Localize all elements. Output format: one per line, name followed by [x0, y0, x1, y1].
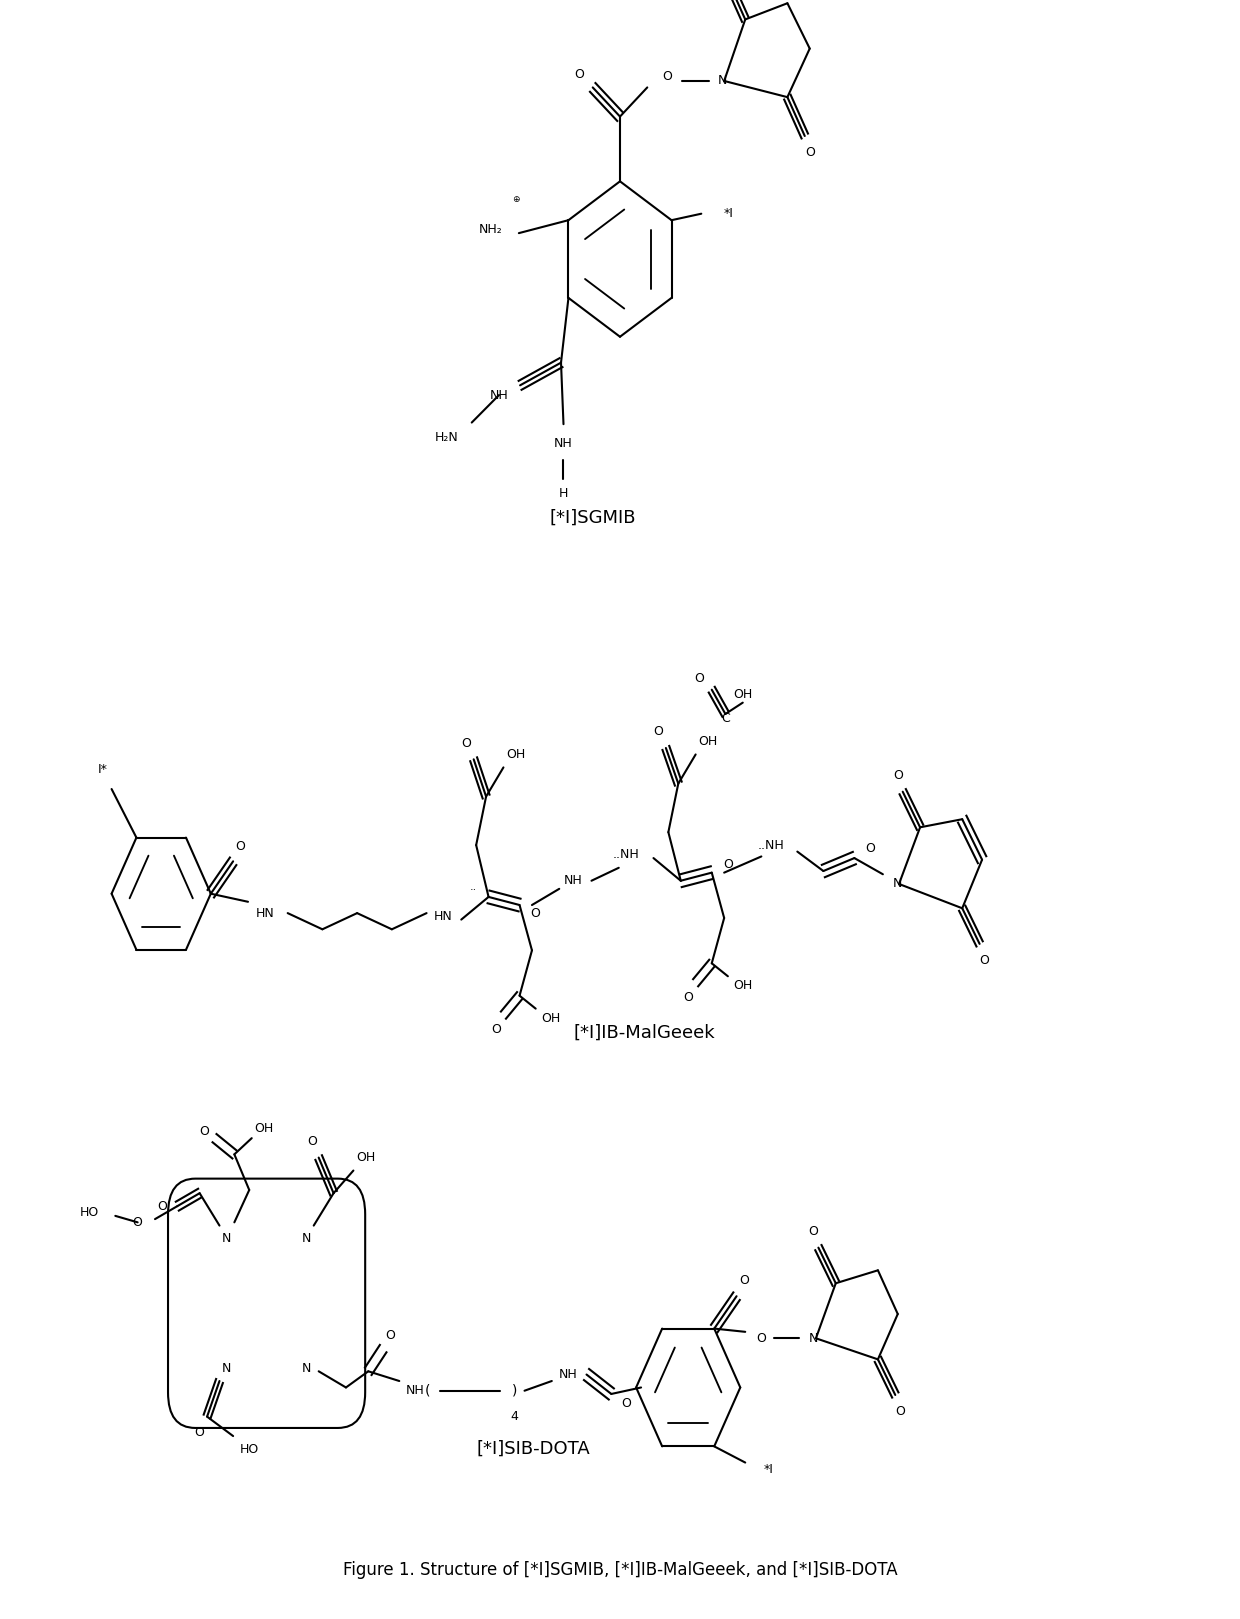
Text: ··: ·· — [470, 886, 477, 895]
Text: O: O — [683, 991, 693, 1004]
Text: O: O — [653, 725, 663, 738]
Text: Figure 1. Structure of [*I]SGMIB, [*I]IB-MalGeeek, and [*I]SIB-DOTA: Figure 1. Structure of [*I]SGMIB, [*I]IB… — [342, 1561, 898, 1580]
Text: *I: *I — [764, 1462, 774, 1475]
Text: O: O — [574, 68, 584, 81]
Text: N: N — [718, 74, 728, 87]
Text: O: O — [236, 840, 246, 853]
Text: O: O — [805, 146, 815, 159]
Text: HN: HN — [433, 910, 453, 923]
Text: ⊕: ⊕ — [512, 194, 520, 204]
Text: O: O — [195, 1426, 205, 1439]
Text: O: O — [895, 1405, 905, 1418]
Text: O: O — [386, 1329, 396, 1342]
Text: NH: NH — [558, 1368, 578, 1381]
Text: (: ( — [425, 1384, 430, 1397]
Text: O: O — [723, 858, 733, 871]
Text: O: O — [662, 70, 672, 83]
Text: O: O — [200, 1125, 210, 1138]
Text: NH: NH — [554, 437, 573, 450]
Text: HO: HO — [79, 1206, 99, 1219]
Text: *I: *I — [724, 207, 734, 220]
Text: OH: OH — [356, 1151, 376, 1164]
Text: O: O — [694, 672, 704, 685]
Text: O: O — [756, 1332, 766, 1345]
Text: O: O — [133, 1216, 143, 1229]
Text: O: O — [621, 1397, 631, 1410]
Text: O: O — [531, 907, 541, 920]
Text: O: O — [739, 1274, 749, 1287]
Text: OH: OH — [733, 688, 753, 701]
Text: OH: OH — [733, 979, 753, 992]
Text: O: O — [308, 1135, 317, 1148]
Text: O: O — [157, 1200, 167, 1213]
Text: O: O — [808, 1226, 818, 1239]
Text: N: N — [222, 1362, 232, 1375]
Text: HO: HO — [239, 1443, 259, 1455]
Text: OH: OH — [698, 735, 718, 748]
Text: [*I]IB-MalGeeek: [*I]IB-MalGeeek — [574, 1023, 715, 1043]
Text: NH: NH — [405, 1384, 425, 1397]
Text: N: N — [301, 1362, 311, 1375]
Text: NH₂: NH₂ — [479, 223, 502, 236]
Text: H: H — [559, 487, 568, 500]
Text: [*I]SGMIB: [*I]SGMIB — [549, 508, 636, 528]
Text: H₂N: H₂N — [435, 431, 459, 444]
Text: N: N — [301, 1232, 311, 1245]
Text: O: O — [461, 737, 471, 750]
Text: O: O — [866, 842, 875, 855]
Text: O: O — [491, 1023, 501, 1036]
Text: ): ) — [512, 1384, 517, 1397]
Text: N: N — [893, 877, 903, 890]
Text: NH: NH — [490, 389, 508, 402]
Text: N: N — [808, 1332, 818, 1345]
Text: ..NH: ..NH — [758, 839, 785, 852]
Text: NH: NH — [563, 874, 583, 887]
Text: I*: I* — [98, 763, 108, 776]
Text: OH: OH — [506, 748, 526, 761]
Text: N: N — [222, 1232, 232, 1245]
Text: OH: OH — [254, 1122, 274, 1135]
Text: ..NH: ..NH — [613, 848, 640, 861]
Text: OH: OH — [541, 1012, 560, 1025]
Text: O: O — [893, 769, 903, 782]
Text: 4: 4 — [511, 1410, 518, 1423]
Text: [*I]SIB-DOTA: [*I]SIB-DOTA — [476, 1439, 590, 1459]
Text: HN: HN — [255, 907, 275, 920]
Text: O: O — [980, 954, 990, 967]
Text: C: C — [720, 712, 730, 725]
